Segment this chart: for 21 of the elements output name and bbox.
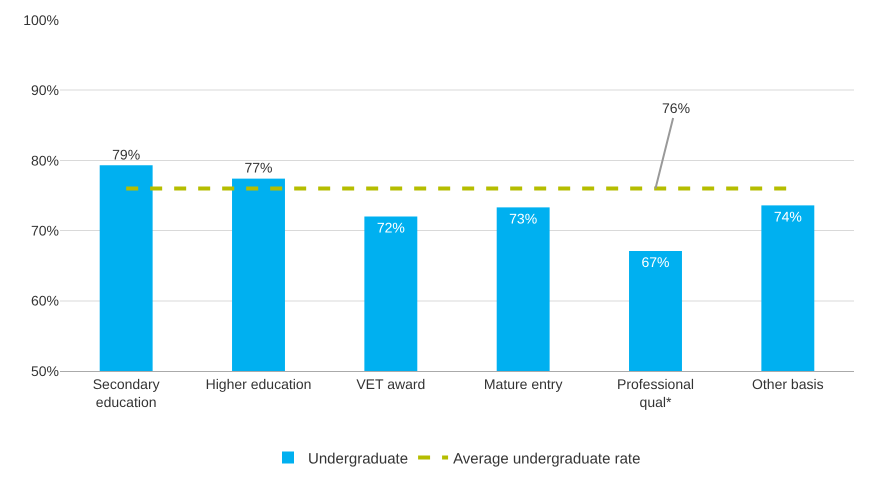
data-label: 73% xyxy=(509,210,538,226)
y-tick-label: 80% xyxy=(30,152,59,168)
data-label: 72% xyxy=(376,220,405,236)
data-label: 79% xyxy=(112,146,140,162)
y-tick-label: 60% xyxy=(30,292,59,309)
annotation: 76% xyxy=(662,100,690,116)
y-tick-label: 70% xyxy=(30,222,59,238)
y-tick-label: 50% xyxy=(30,362,59,379)
x-tick-label: Higher education xyxy=(206,376,312,392)
x-tick-label: Secondary education xyxy=(92,376,160,410)
y-tick-label: 90% xyxy=(30,82,59,98)
x-tick-label: Other basis xyxy=(752,376,824,392)
x-tick-label: Mature entry xyxy=(484,376,562,392)
x-tick-label: VET award xyxy=(356,376,426,392)
data-label: 67% xyxy=(641,254,670,270)
y-tick-label: 100% xyxy=(23,12,59,28)
data-label: 77% xyxy=(244,160,273,176)
legend-label: Undergraduate xyxy=(308,450,408,468)
legend-label: Average undergraduate rate xyxy=(453,450,640,468)
data-label: 74% xyxy=(774,208,802,224)
x-tick-label: Professional qual* xyxy=(616,376,694,410)
